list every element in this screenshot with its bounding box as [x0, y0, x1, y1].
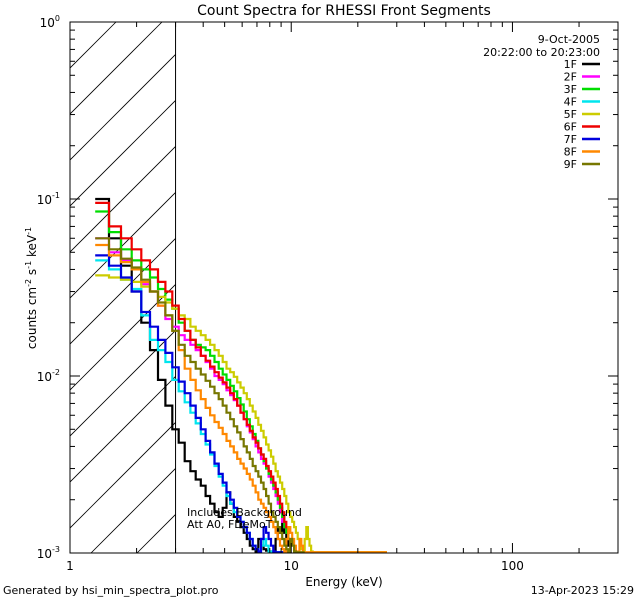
- hatch-line: [70, 283, 176, 391]
- series-line-7F: [95, 254, 291, 553]
- hatch-line: [70, 421, 176, 529]
- y-tick-label: 10-2: [37, 368, 60, 384]
- y-tick-label: 10-3: [37, 545, 60, 561]
- legend-label-8F: 8F: [564, 146, 577, 159]
- x-tick-label: 100: [501, 559, 524, 573]
- hatch-line: [70, 191, 176, 299]
- y-label-exp3: -1: [24, 227, 33, 235]
- plot-frame: [69, 21, 619, 554]
- y-label-exp2: -1: [24, 261, 33, 269]
- time-range-label: 20:22:00 to 20:23:00: [483, 46, 600, 59]
- hatch-line: [70, 237, 176, 345]
- x-tick-label: 10: [284, 559, 299, 573]
- x-tick-label: 1: [66, 559, 74, 573]
- series-line-9F: [95, 237, 305, 553]
- legend-label-3F: 3F: [564, 83, 577, 96]
- date-label: 9-Oct-2005: [538, 33, 600, 46]
- y-label-tail: keV: [25, 234, 39, 261]
- hatch-line: [70, 22, 163, 115]
- annotation-background: Includes Background: [187, 506, 302, 519]
- y-label-mid: s: [25, 269, 39, 279]
- hatch-line: [70, 375, 176, 483]
- hatch-line: [70, 53, 176, 161]
- hatch-line: [70, 99, 176, 207]
- y-tick-label: 10-1: [37, 191, 60, 207]
- y-label-main: counts cm: [25, 287, 39, 349]
- legend-label-9F: 9F: [564, 158, 577, 171]
- x-axis-label: Energy (keV): [305, 575, 382, 589]
- axis-ticks: 1 10 100 10-3 10-2 10-1 100: [37, 14, 619, 573]
- series-group: [95, 197, 387, 553]
- legend-label-6F: 6F: [564, 121, 577, 134]
- legend-label-2F: 2F: [564, 71, 577, 84]
- chart-title: Count Spectra for RHESSI Front Segments: [197, 3, 491, 19]
- footer-generated-by: Generated by hsi_min_spectra_plot.pro: [3, 584, 219, 597]
- annotation-attenuator: Att A0, FDeMoT: [187, 518, 273, 531]
- legend-label-1F: 1F: [564, 58, 577, 71]
- legend-label-7F: 7F: [564, 133, 577, 146]
- y-axis-label: counts cm-2 s-1 keV-1: [24, 227, 39, 349]
- footer-timestamp: 13-Apr-2023 15:29: [531, 584, 634, 597]
- hatched-region: [70, 22, 177, 553]
- y-tick-label: 100: [40, 14, 60, 30]
- legend-label-5F: 5F: [564, 108, 577, 121]
- series-line-8F: [95, 243, 387, 553]
- y-label-exp1: -2: [24, 279, 33, 287]
- series-line-6F: [95, 201, 291, 534]
- series-line-4F: [95, 259, 291, 553]
- legend-label-4F: 4F: [564, 96, 577, 109]
